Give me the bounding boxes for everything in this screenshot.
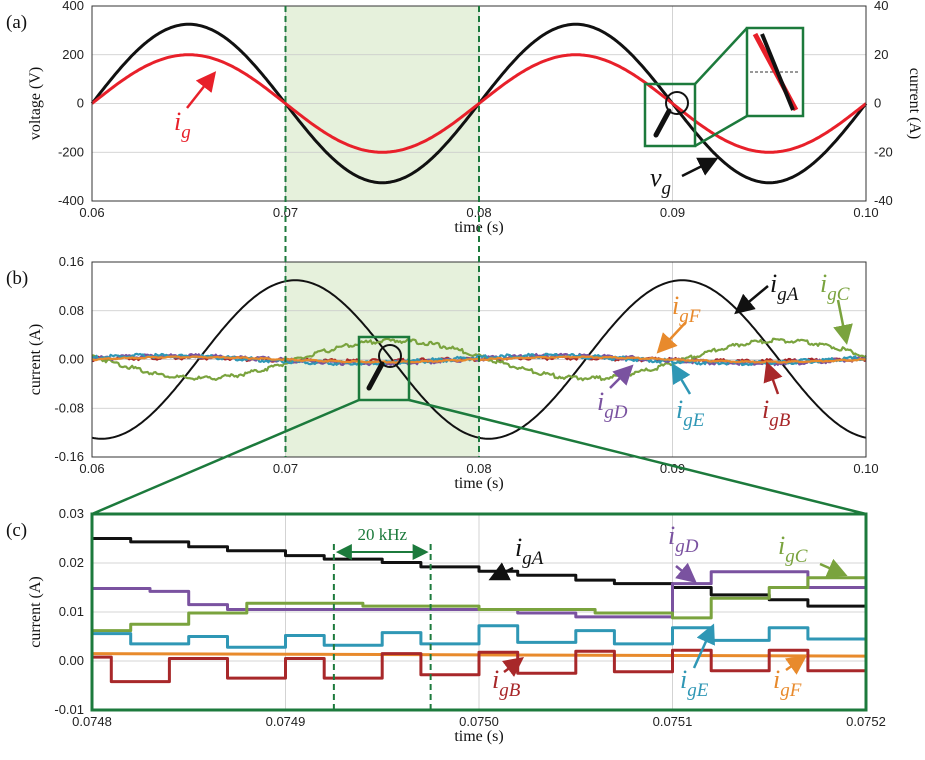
magnifier-icon-handle <box>366 361 385 391</box>
b-xlabel: time (s) <box>454 475 503 492</box>
c-xtick-label: 0.0751 <box>653 714 693 729</box>
a-ytick-label: 400 <box>62 0 84 13</box>
c-series-line-gB <box>92 648 866 684</box>
c-ytick-label: 0.01 <box>59 604 84 619</box>
b-to-c-zoom-connector <box>91 398 360 516</box>
c-arrow-igD <box>675 562 697 584</box>
c-xtick-label: 0.0752 <box>846 714 886 729</box>
a-arrow-ig <box>186 71 217 109</box>
b-ytick-label: -0.08 <box>54 400 84 415</box>
c-arrow-igE <box>692 623 715 669</box>
b-arrow-igC <box>833 299 853 345</box>
b-label-igA: igA <box>770 269 799 305</box>
a-zoom-connector <box>694 114 748 148</box>
a-xtick-label: 0.09 <box>660 205 685 220</box>
a-panel-label: (a) <box>6 12 27 33</box>
a-inset-voltage-trace <box>760 33 795 111</box>
c-plot-frame <box>90 512 868 712</box>
a-y2tick-label: -20 <box>874 144 893 159</box>
a-ytick-label: 0 <box>77 96 84 111</box>
b-arrow-igA <box>734 285 769 315</box>
c-series-line-gC <box>92 576 866 633</box>
a-y2tick-label: 20 <box>874 47 888 62</box>
c-label-igB: igB <box>492 665 521 701</box>
a-xtick-label: 0.07 <box>273 205 298 220</box>
a-xtick-label: 0.06 <box>79 205 104 220</box>
a-zoom-box <box>643 82 697 148</box>
b-arrow-igF <box>656 321 687 354</box>
b-ytick-label: 0.00 <box>59 352 84 367</box>
a-xtick-label: 0.10 <box>853 205 878 220</box>
c-xlabel: time (s) <box>454 728 503 745</box>
c-label-igC: igC <box>778 531 808 567</box>
b-xtick-label: 0.08 <box>466 461 491 476</box>
c-ytick-label: 0.02 <box>59 555 84 570</box>
b-panel-label: (b) <box>6 268 28 289</box>
c-ylabel: current (A) <box>27 576 44 648</box>
a-ytick-label: -200 <box>58 144 84 159</box>
b-label-igF: igF <box>672 291 701 327</box>
c-series-line-gA <box>92 537 868 611</box>
c-arrow-igA <box>488 562 514 581</box>
magnifier-icon <box>665 91 689 115</box>
annotation-layer: ig vg igA igC igF igD igE igB 20 kHz igA igD igC igB… <box>91 6 867 710</box>
c-ytick-label: 0.03 <box>59 506 84 521</box>
a-series-line-ig <box>91 53 867 154</box>
b-arrow-igB <box>763 361 783 395</box>
b-label-igD: igD <box>597 387 628 423</box>
a-zoom-connector <box>694 27 748 85</box>
c-arrow-igB <box>502 657 524 677</box>
c-label-igF: igF <box>773 665 802 701</box>
c-ytick-label: 0.00 <box>59 653 84 668</box>
c-xtick-label: 0.0749 <box>266 714 306 729</box>
a-ytick-label: -400 <box>58 193 84 208</box>
b-zoom-box <box>357 335 411 402</box>
a-y2tick-label: 0 <box>874 96 881 111</box>
b-xtick-label: 0.10 <box>853 461 878 476</box>
c-xtick-label: 0.0748 <box>72 714 112 729</box>
b-label-igB: igB <box>762 395 791 431</box>
c-series-line-gD <box>92 570 868 619</box>
b-ytick-label: -0.16 <box>54 449 84 464</box>
magnifier-icon-handle <box>653 108 672 138</box>
b-series-line-gC <box>91 337 867 382</box>
b-to-c-zoom-connector <box>408 398 867 516</box>
c-label-igE: igE <box>680 665 709 701</box>
b-xtick-label: 0.06 <box>79 461 104 476</box>
background-layer <box>285 6 479 457</box>
b-ytick-label: 0.08 <box>59 303 84 318</box>
a-arrow-vg <box>681 157 719 178</box>
c-series-line-gE <box>92 624 868 649</box>
b-label-igC: igC <box>820 269 850 305</box>
a-ytick-label: 200 <box>62 47 84 62</box>
c-arrow-igF <box>784 655 808 675</box>
a-y2tick-label: -40 <box>874 193 893 208</box>
b-ylabel: current (A) <box>27 324 44 396</box>
c-ytick-label: -0.01 <box>54 702 84 717</box>
a-ylabel: voltage (V) <box>27 67 44 140</box>
c-arrow-igC <box>819 558 848 578</box>
c-panel-label: (c) <box>6 520 27 541</box>
b-arrow-igD <box>609 364 634 389</box>
b-ytick-label: 0.16 <box>59 254 84 269</box>
a-label-vg: vg <box>650 163 671 199</box>
a-xtick-label: 0.08 <box>466 205 491 220</box>
b-label-igE: igE <box>676 395 705 431</box>
magnifier-icon <box>378 344 402 368</box>
b-arrow-igE <box>671 362 692 395</box>
c-label-igA: igA <box>515 533 544 569</box>
b-xtick-label: 0.07 <box>273 461 298 476</box>
c-period-label: 20 kHz <box>357 525 407 544</box>
c-label-igD: igD <box>668 521 699 557</box>
a-y2tick-label: 40 <box>874 0 888 13</box>
c-xtick-label: 0.0750 <box>459 714 499 729</box>
a-label-ig: ig <box>174 107 191 143</box>
a-y2label: current (A) <box>906 68 923 140</box>
